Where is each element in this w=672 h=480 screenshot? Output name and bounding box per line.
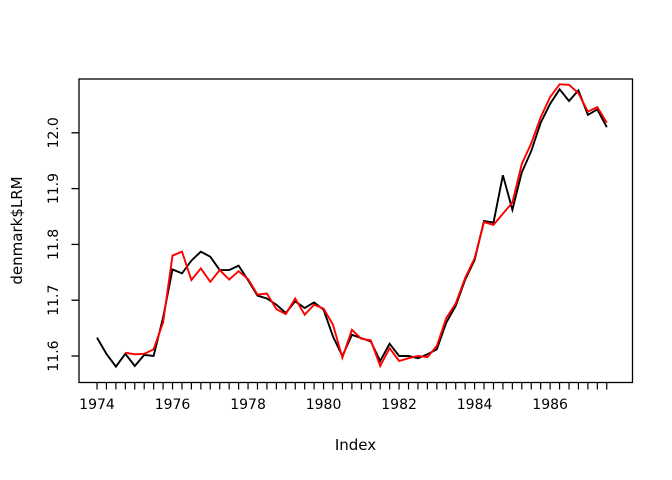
x-tick-label: 1982 (381, 397, 417, 413)
x-axis-title: Index (335, 436, 376, 454)
x-tick-label: 1976 (155, 397, 191, 413)
series-observed-line (96, 87, 608, 369)
y-tick-label: 11.8 (46, 229, 62, 260)
x-tick-label: 1974 (79, 397, 115, 413)
y-tick-label: 12.0 (46, 117, 62, 148)
y-tick-label: 11.9 (46, 173, 62, 204)
series-fitted-line (125, 83, 608, 369)
x-tick-label: 1978 (230, 397, 266, 413)
y-tick-label: 11.6 (46, 340, 62, 371)
series-group (96, 83, 608, 369)
x-axis: 1974 1976 1978 1980 1982 1984 1986 (79, 382, 608, 413)
plot-box (78, 78, 634, 384)
x-tick-label: 1980 (306, 397, 342, 413)
x-tick-label: 1984 (457, 397, 493, 413)
y-tick-label: 11.7 (46, 285, 62, 316)
x-tick-label: 1986 (532, 397, 568, 413)
y-axis: 11.6 11.7 11.8 11.9 12.0 (46, 117, 79, 372)
y-axis-title: denmark$LRM (8, 176, 26, 284)
